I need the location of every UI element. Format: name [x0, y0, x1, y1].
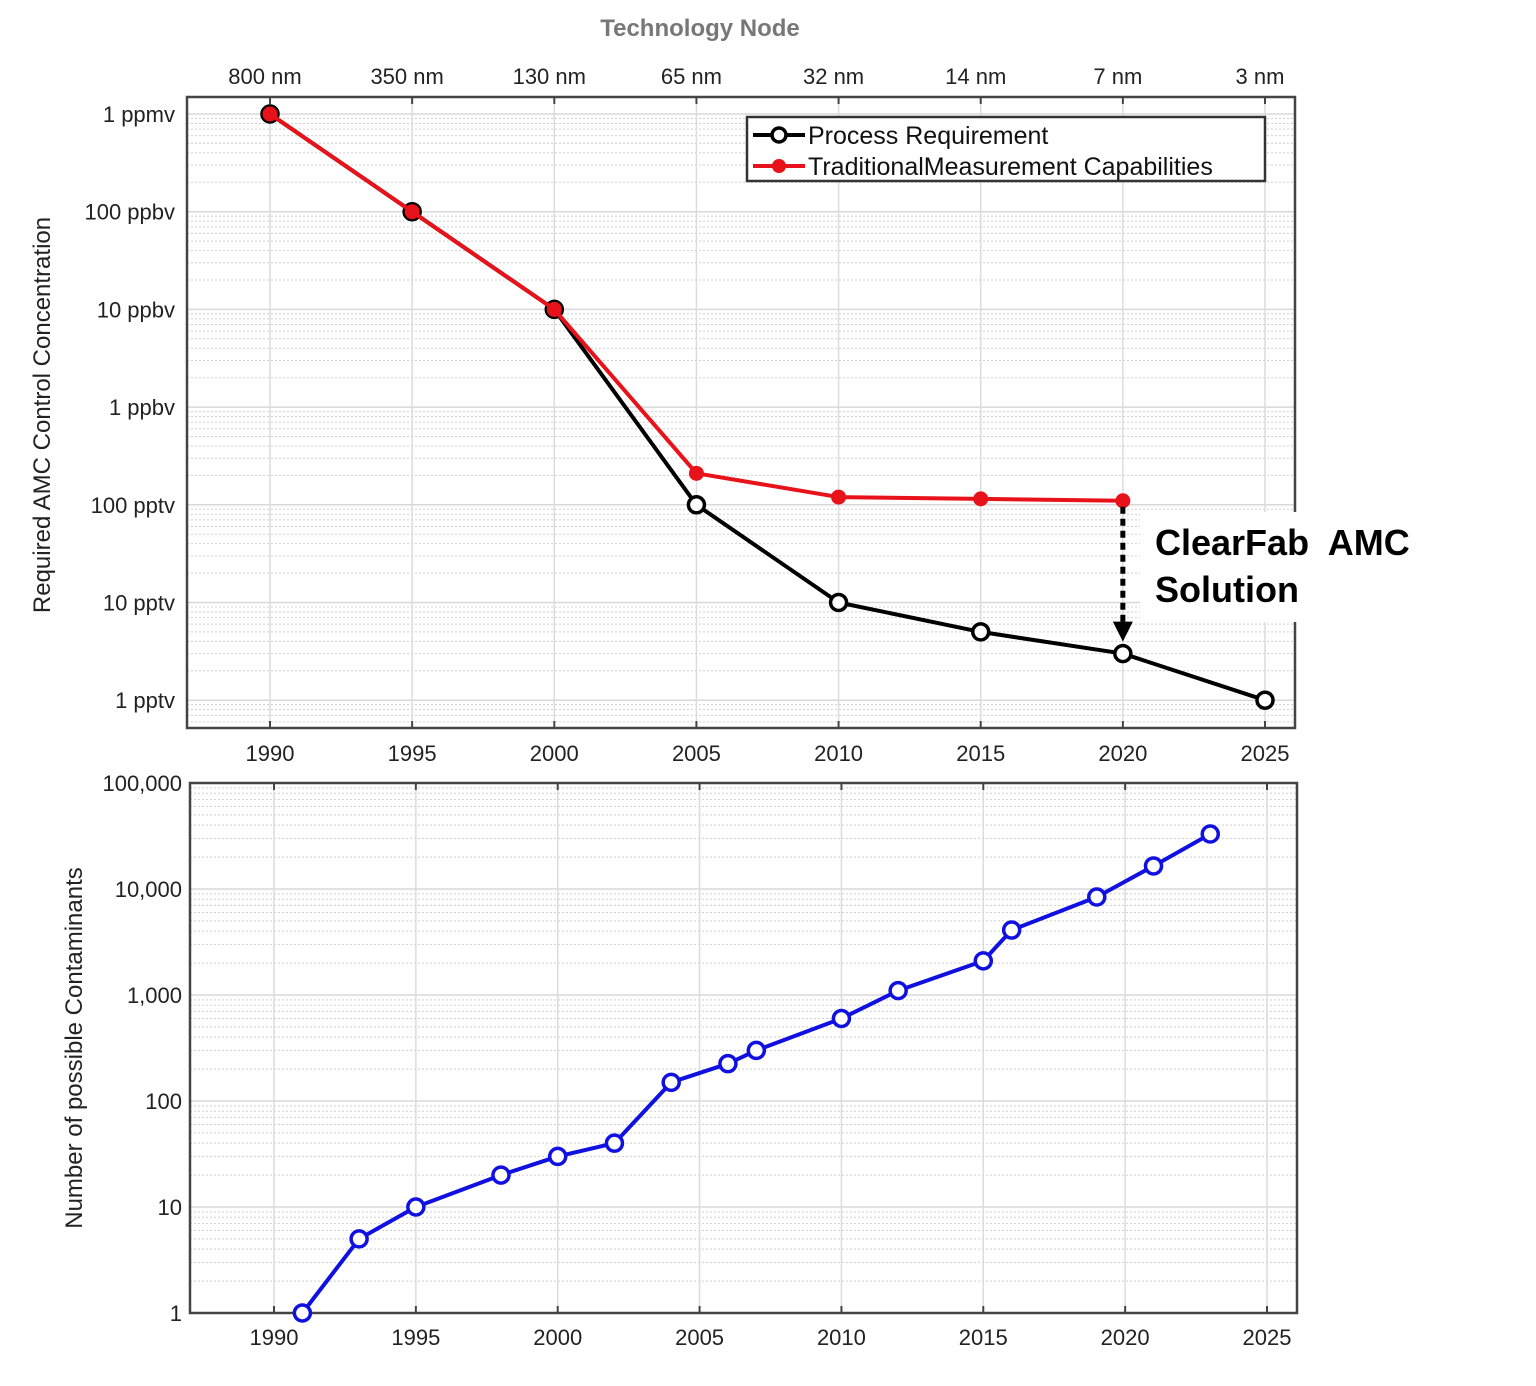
secondary-x-tick-label: 350 nm — [370, 64, 443, 89]
secondary-x-tick-label: 14 nm — [945, 64, 1006, 89]
y-tick-label: 10 ppbv — [97, 297, 175, 322]
x-tick-label: 2025 — [1243, 1325, 1292, 1350]
data-point — [973, 951, 994, 971]
x-tick-label: 1990 — [246, 741, 295, 766]
data-point — [688, 465, 704, 481]
y-tick-label: 100 — [145, 1089, 182, 1114]
secondary-x-tick-label: 130 nm — [513, 64, 586, 89]
y-tick-label: 100 ppbv — [84, 200, 175, 225]
legend-label-process: Process Requirement — [808, 122, 1048, 150]
data-point — [491, 1165, 511, 1185]
legend: Process Requirement TraditionalMeasuremen… — [745, 115, 1267, 183]
x-tick-label: 1990 — [250, 1325, 299, 1350]
plot-area-frame — [188, 781, 1299, 1315]
secondary-x-tick-label: 7 nm — [1093, 64, 1142, 89]
secondary-axis-title: Technology Node — [600, 15, 800, 42]
legend-marker-traditional — [772, 159, 786, 173]
y-tick-label: 100 pptv — [91, 493, 175, 518]
y-tick-label: 100,000 — [102, 771, 182, 796]
legend-label-traditional: TraditionalMeasurement Capabilities — [808, 153, 1213, 181]
x-tick-label: 2005 — [672, 741, 721, 766]
y-tick-label: 10,000 — [115, 877, 182, 902]
x-tick-label: 2000 — [533, 1325, 582, 1350]
data-point — [831, 489, 847, 505]
secondary-x-tick-label: 3 nm — [1236, 64, 1285, 89]
data-point — [1087, 887, 1107, 907]
x-tick-label: 2015 — [956, 741, 1005, 766]
data-point — [1200, 824, 1221, 844]
y-tick-label: 1 ppmv — [103, 102, 175, 127]
data-point — [1255, 690, 1275, 710]
grid — [187, 97, 1295, 728]
data-point — [546, 301, 562, 317]
x-tick-label: 2025 — [1241, 741, 1290, 766]
x-tick-label: 2000 — [530, 741, 579, 766]
y-tick-label: 10 pptv — [103, 591, 175, 616]
annotation-arrow-head — [1112, 621, 1133, 642]
x-tick-label: 2010 — [817, 1325, 866, 1350]
data-point — [1113, 643, 1133, 664]
y-tick-label: 1 pptv — [115, 688, 175, 713]
x-tick-label: 2020 — [1098, 741, 1147, 766]
x-tick-label: 2015 — [959, 1325, 1008, 1350]
bottom-chart-contaminants: 1990 1995 2000 2005 2010 2015 2020 2025 100,000 1… — [61, 771, 1299, 1350]
secondary-x-tick-label: 65 nm — [661, 64, 722, 89]
y-tick-label: 1 — [170, 1301, 182, 1326]
series-line — [300, 832, 1212, 1315]
data-point — [828, 592, 849, 613]
secondary-x-tick-label: 32 nm — [803, 64, 864, 89]
data-point — [973, 491, 989, 507]
data-point — [1115, 493, 1131, 509]
legend-marker-process — [770, 126, 788, 144]
y-axis-title: Required AMC Control Concentration — [29, 217, 56, 613]
series-0 — [292, 824, 1221, 1323]
secondary-x-tick-label: 800 nm — [228, 64, 301, 89]
x-tick-label: 2005 — [675, 1325, 724, 1350]
annotation-text-line1: ClearFab AMC — [1155, 522, 1410, 563]
y-tick-label: 10 — [158, 1195, 182, 1220]
annotation-background — [1140, 512, 1440, 622]
data-point — [406, 1197, 426, 1217]
x-tick-label: 2010 — [814, 741, 863, 766]
legend-box — [745, 115, 1267, 183]
data-point — [888, 980, 908, 1001]
annotation-text-line2: Solution — [1155, 569, 1299, 610]
data-point — [970, 622, 991, 642]
data-point — [404, 204, 420, 220]
plot-area-frame — [185, 95, 1297, 730]
top-chart-concentration: 1990 1995 2000 2005 2010 2015 2020 2025 1 ppmv 10… — [29, 15, 1440, 766]
data-point — [604, 1133, 625, 1153]
data-point — [661, 1072, 681, 1093]
series-1 — [262, 106, 1131, 509]
data-point — [1001, 920, 1022, 940]
y-tick-label: 1 ppbv — [109, 395, 175, 420]
x-tick-label: 1995 — [388, 741, 437, 766]
data-point — [686, 495, 707, 515]
data-point — [831, 1008, 852, 1029]
x-tick-label: 1995 — [391, 1325, 440, 1350]
x-tick-label: 2020 — [1101, 1325, 1150, 1350]
data-point — [1143, 856, 1164, 876]
data-point — [547, 1146, 568, 1167]
data-point — [349, 1229, 369, 1249]
data-point — [262, 106, 278, 122]
y-axis-title: Number of possible Contaminants — [61, 867, 88, 1229]
data-point — [746, 1040, 767, 1061]
data-point — [718, 1053, 738, 1074]
data-point — [292, 1303, 313, 1323]
y-tick-label: 1,000 — [127, 983, 182, 1008]
